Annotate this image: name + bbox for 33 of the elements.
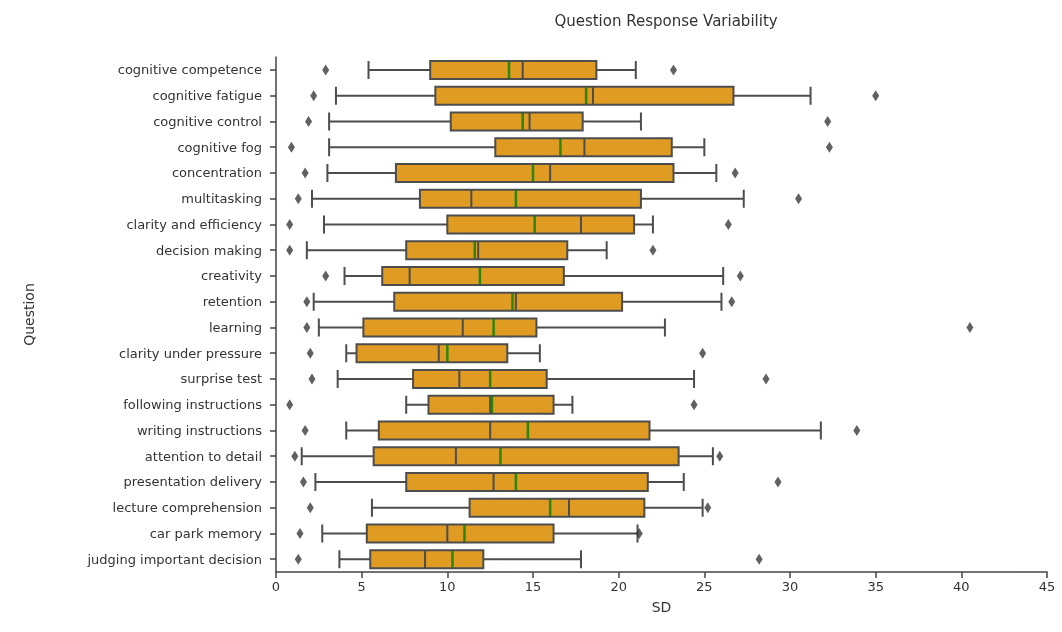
y-tick-label: learning: [208, 319, 262, 335]
x-tick-label: 35: [867, 579, 884, 594]
y-tick-label: cognitive competence: [117, 62, 262, 78]
y-tick-label: concentration: [171, 165, 262, 181]
y-tick-label: following instructions: [123, 397, 263, 413]
y-tick-label: creativity: [201, 268, 263, 284]
y-tick-label: surprise test: [180, 371, 262, 387]
x-tick-label: 15: [524, 579, 542, 594]
y-tick-label: cognitive control: [153, 113, 262, 129]
x-tick-label: 40: [953, 579, 970, 594]
x-tick-label: 25: [696, 579, 713, 594]
y-tick-label: judging important decision: [86, 551, 262, 567]
y-tick-label: presentation delivery: [123, 474, 263, 490]
chart-title: Question Response Variability: [554, 11, 778, 30]
y-tick-label: car park memory: [149, 525, 263, 541]
y-tick-label: cognitive fatigue: [152, 88, 262, 104]
x-tick-label: 5: [357, 579, 366, 594]
x-tick-label: 45: [1038, 579, 1056, 594]
x-tick-label: 30: [781, 579, 799, 594]
y-tick-label: clarity and efficiency: [126, 216, 263, 232]
y-tick-label: attention to detail: [144, 448, 262, 464]
x-tick-label: 0: [271, 579, 281, 594]
y-axis-title: Question: [21, 283, 37, 346]
x-tick-label: 10: [439, 579, 456, 594]
y-tick-label: decision making: [156, 242, 262, 258]
x-tick-label: 20: [610, 579, 627, 594]
y-tick-label: clarity under pressure: [119, 345, 262, 361]
y-tick-label: retention: [202, 294, 262, 310]
y-tick-label: multitasking: [181, 191, 262, 207]
y-tick-label: lecture comprehension: [112, 500, 262, 516]
y-tick-label: writing instructions: [136, 422, 263, 438]
y-tick-label: cognitive fog: [177, 139, 262, 155]
x-axis-title: SD: [651, 599, 672, 615]
